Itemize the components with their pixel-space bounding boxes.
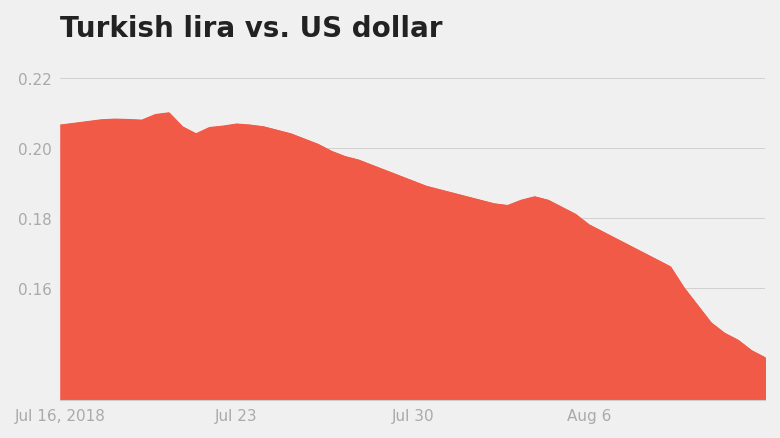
- Text: Turkish lira vs. US dollar: Turkish lira vs. US dollar: [60, 15, 443, 43]
